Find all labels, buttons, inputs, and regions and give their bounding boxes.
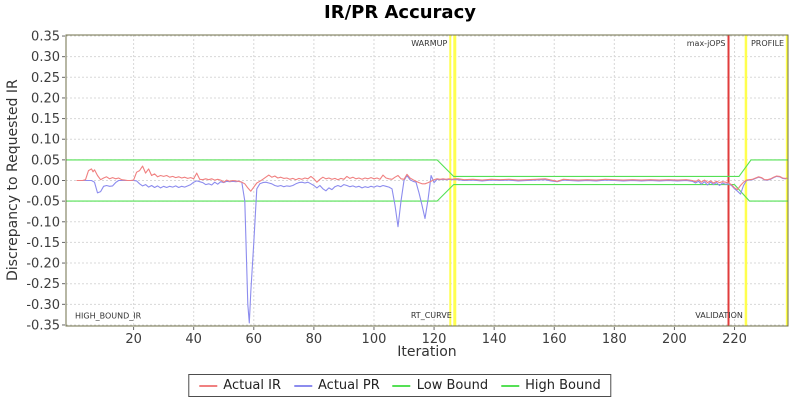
y-tick-label: 0.20 bbox=[31, 91, 60, 106]
y-tick-label: -0.20 bbox=[26, 257, 60, 272]
plot-border bbox=[65, 34, 789, 327]
legend-item-high-bound: High Bound bbox=[501, 378, 601, 393]
legend-box: Actual IR Actual PR Low Bound High Bound bbox=[188, 374, 612, 397]
legend-item-low-bound: Low Bound bbox=[392, 378, 489, 393]
x-tick-label: 220 bbox=[722, 332, 747, 347]
y-tick-label: 0.25 bbox=[31, 71, 60, 86]
annotation-high-bound-ir: HIGH_BOUND_IR bbox=[75, 311, 142, 320]
marker-label-warmup: WARMUP bbox=[411, 39, 447, 48]
y-tick-label: 0.35 bbox=[31, 30, 60, 45]
legend-label-high-bound: High Bound bbox=[525, 378, 601, 393]
legend-swatch-actual-ir bbox=[199, 384, 218, 387]
y-tick-label: -0.10 bbox=[26, 215, 60, 230]
x-tick-label: 100 bbox=[362, 332, 387, 347]
legend-item-actual-pr: Actual PR bbox=[294, 378, 380, 393]
x-tick-label: 200 bbox=[662, 332, 687, 347]
y-tick-label: 0.10 bbox=[31, 133, 60, 148]
series-line-low-bound bbox=[66, 184, 788, 202]
legend-label-low-bound: Low Bound bbox=[416, 378, 489, 393]
y-tick-label: 0.15 bbox=[31, 112, 60, 127]
x-tick-label: 20 bbox=[125, 332, 142, 347]
x-axis-label: Iteration bbox=[397, 344, 457, 360]
legend-label-actual-pr: Actual PR bbox=[318, 378, 380, 393]
legend-swatch-actual-pr bbox=[294, 384, 313, 387]
y-tick-label: -0.05 bbox=[26, 195, 60, 210]
legend-swatch-low-bound bbox=[392, 384, 411, 387]
series-line-actual-pr bbox=[76, 174, 788, 324]
y-tick-label: 0.00 bbox=[31, 174, 60, 189]
x-tick-label: 140 bbox=[482, 332, 507, 347]
marker-label-profile: PROFILE bbox=[751, 39, 784, 48]
y-tick-label: -0.35 bbox=[26, 318, 60, 333]
y-tick-label: -0.15 bbox=[26, 236, 60, 251]
x-tick-label: 40 bbox=[185, 332, 202, 347]
legend-swatch-high-bound bbox=[501, 384, 520, 387]
y-tick-label: 0.05 bbox=[31, 153, 60, 168]
x-tick-label: 120 bbox=[422, 332, 447, 347]
chart-title: IR/PR Accuracy bbox=[324, 2, 476, 23]
legend-item-actual-ir: Actual IR bbox=[199, 378, 281, 393]
marker-label-rt-curve: RT_CURVE bbox=[411, 311, 452, 320]
x-tick-label: 180 bbox=[602, 332, 627, 347]
x-tick-label: 160 bbox=[542, 332, 567, 347]
marker-label-max-jops: max-jOPS bbox=[687, 39, 726, 48]
y-tick-label: 0.30 bbox=[31, 50, 60, 65]
y-tick-label: -0.30 bbox=[26, 298, 60, 313]
series-line-actual-ir bbox=[76, 165, 788, 192]
legend-label-actual-ir: Actual IR bbox=[223, 378, 282, 393]
marker-label-validation: VALIDATION bbox=[695, 311, 743, 320]
y-tick-label: -0.25 bbox=[26, 277, 60, 292]
x-tick-label: 80 bbox=[306, 332, 323, 347]
series-line-high-bound bbox=[66, 159, 788, 177]
plot-area: 20 40 60 80 100 120 140 160 180 200 220 0.35 0.30 0.2… bbox=[26, 30, 789, 347]
x-tick-label: 60 bbox=[246, 332, 263, 347]
